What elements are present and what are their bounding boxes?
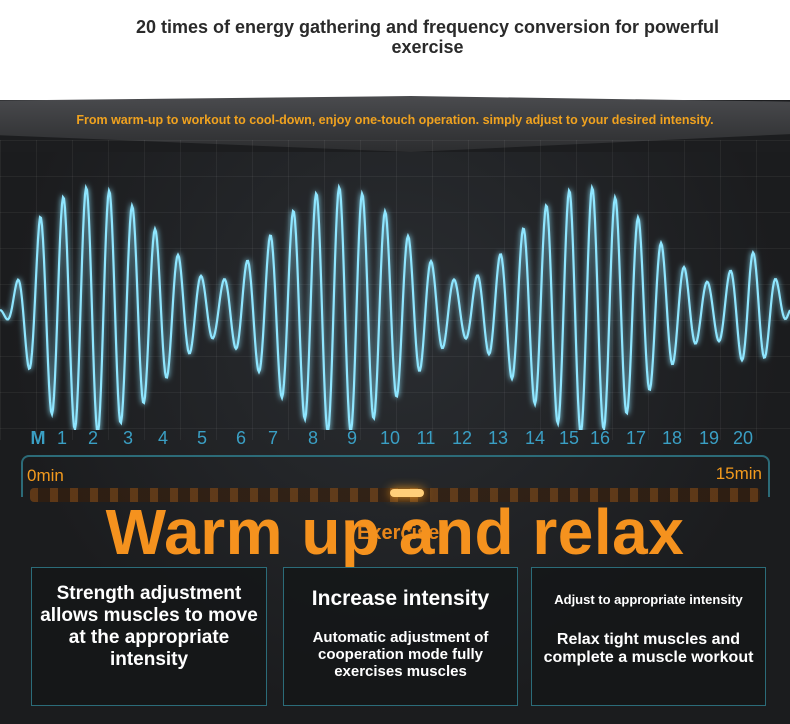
level-15: 15 bbox=[558, 428, 580, 448]
level-14: 14 bbox=[524, 428, 546, 448]
level-4: 4 bbox=[157, 428, 169, 448]
feature-card-increase: Increase intensity Automatic adjustment … bbox=[283, 567, 518, 706]
card-title: Adjust to appropriate intensity bbox=[554, 592, 743, 607]
level-19: 19 bbox=[698, 428, 720, 448]
level-12: 12 bbox=[451, 428, 473, 448]
timeline-end: 15min bbox=[715, 464, 762, 483]
frequency-wave bbox=[0, 183, 790, 430]
level-20: 20 bbox=[732, 428, 754, 448]
level-8: 8 bbox=[307, 428, 319, 448]
timeline-frame bbox=[21, 455, 770, 497]
level-5: 5 bbox=[196, 428, 208, 448]
intensity-scale: M 1 2 3 4 5 6 7 8 9 10 11 12 13 14 15 16 17 18 19 20 bbox=[0, 428, 790, 452]
level-1: 1 bbox=[56, 428, 68, 448]
timeline-start: 0min bbox=[27, 466, 64, 485]
level-3: 3 bbox=[122, 428, 134, 448]
level-16: 16 bbox=[589, 428, 611, 448]
level-17: 17 bbox=[625, 428, 647, 448]
level-18: 18 bbox=[661, 428, 683, 448]
level-9: 9 bbox=[346, 428, 358, 448]
overlay-title: Warm up and relax bbox=[105, 496, 685, 568]
mode-label: M bbox=[30, 428, 46, 448]
card-body: Strength adjustment allows muscles to mo… bbox=[40, 583, 258, 670]
phase-label: Exercise bbox=[357, 522, 440, 544]
level-13: 13 bbox=[487, 428, 509, 448]
top-banner bbox=[0, 0, 790, 100]
level-10: 10 bbox=[379, 428, 401, 448]
level-6: 6 bbox=[235, 428, 247, 448]
level-11: 11 bbox=[416, 428, 436, 448]
feature-card-strength: Strength adjustment allows muscles to mo… bbox=[31, 567, 267, 706]
timeline-marker bbox=[390, 489, 424, 497]
level-7: 7 bbox=[267, 428, 279, 448]
tagline: From warm-up to workout to cool-down, en… bbox=[76, 113, 714, 127]
card-body: Automatic adjustment of cooperation mode… bbox=[312, 629, 489, 680]
card-title: Increase intensity bbox=[311, 587, 490, 610]
card-body: Relax tight muscles and complete a muscl… bbox=[543, 631, 754, 666]
level-2: 2 bbox=[87, 428, 99, 448]
headline: 20 times of energy gathering and frequen… bbox=[135, 17, 720, 57]
feature-card-adjust: Adjust to appropriate intensity Relax ti… bbox=[531, 567, 766, 706]
